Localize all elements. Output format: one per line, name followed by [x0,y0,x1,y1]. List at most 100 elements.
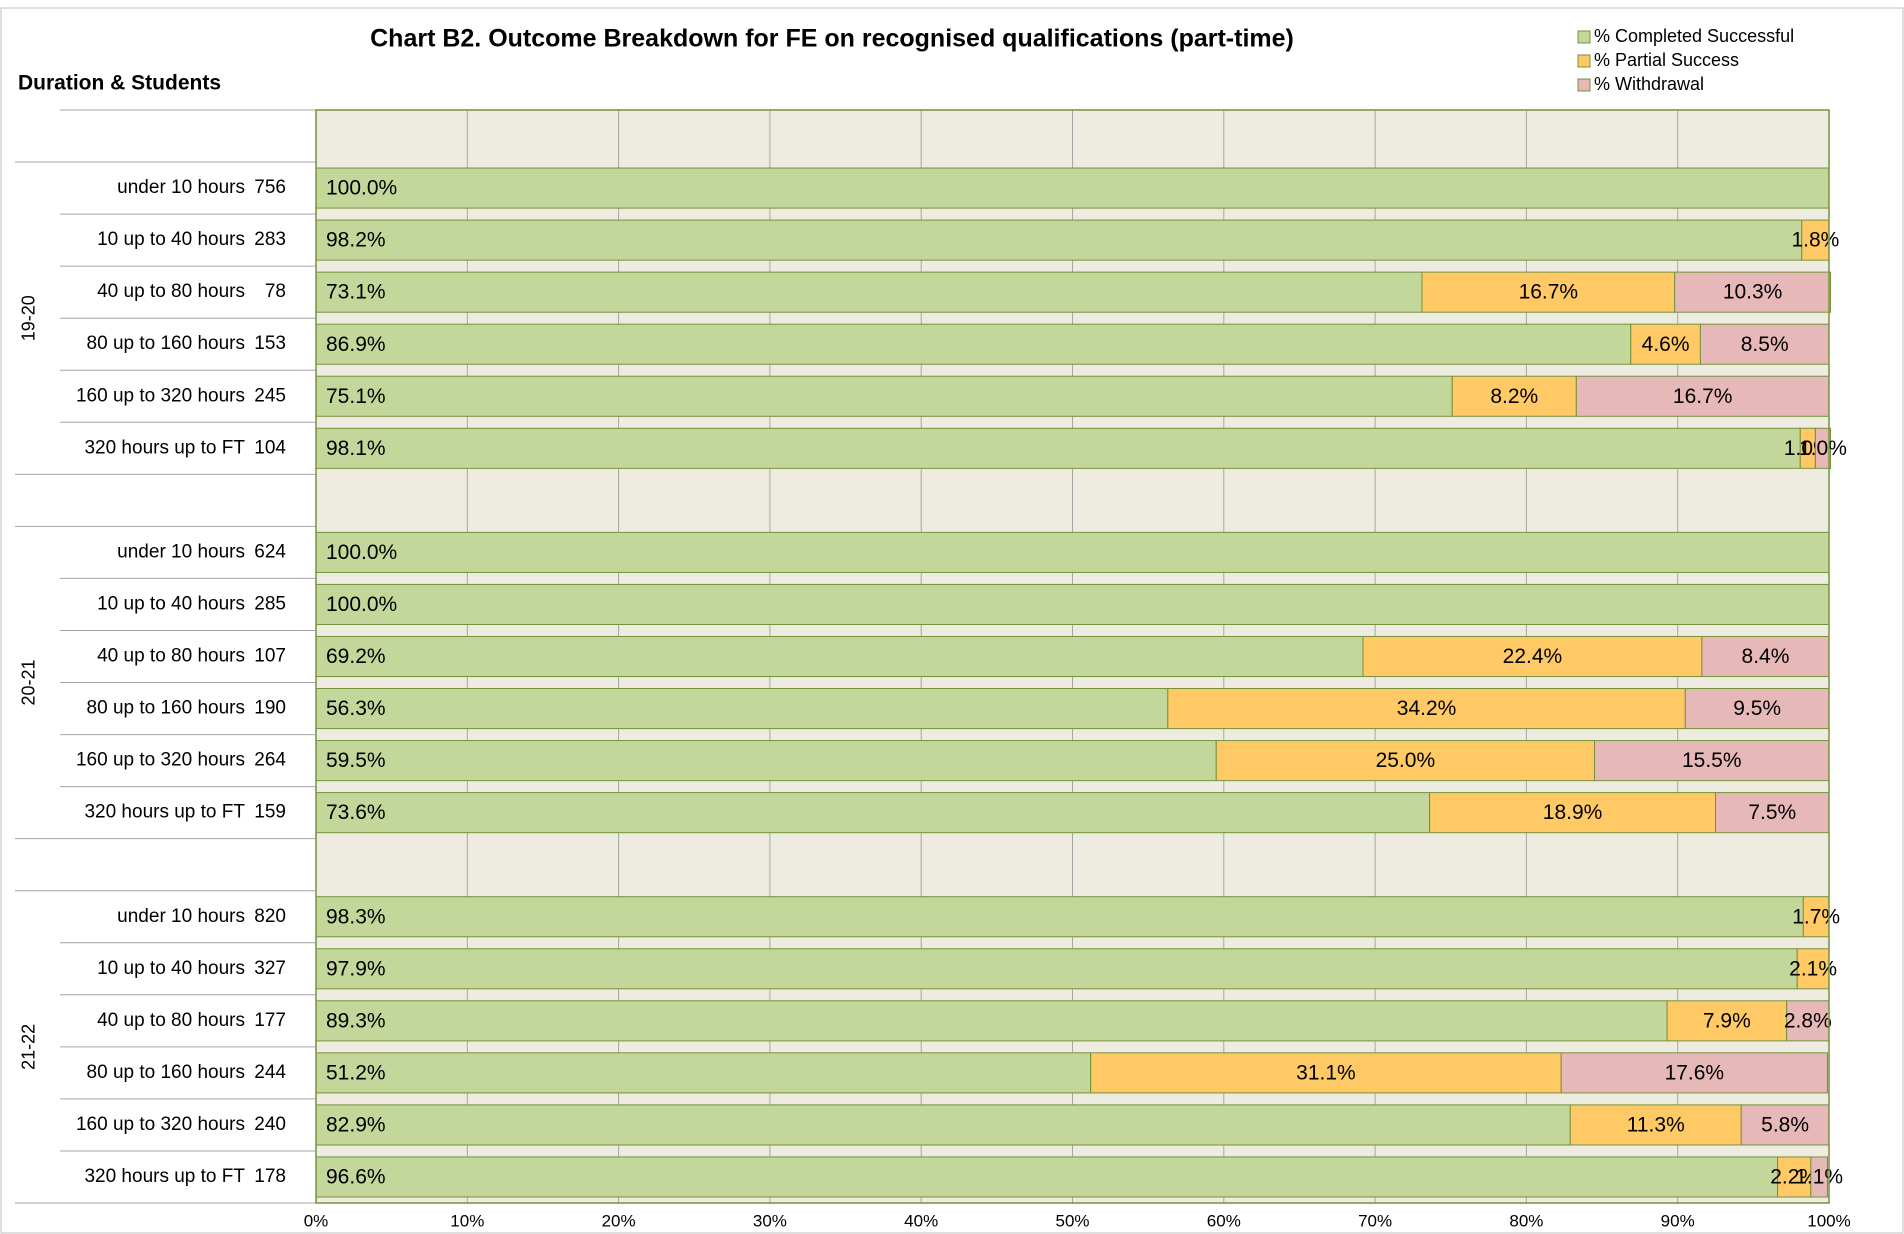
category-label: 320 hours up to FT [84,1166,245,1187]
axis-title: Duration & Students [18,72,221,95]
data-label: 9.5% [1733,697,1781,720]
bar-segment [1575,375,1830,417]
student-count: 285 [254,593,286,614]
category-label: 80 up to 160 hours [87,698,245,719]
bar-segment [315,688,1169,730]
bar-segment [315,323,1632,365]
data-label: 25.0% [1376,749,1436,772]
category-label: 10 up to 40 hours [97,593,245,614]
student-count: 78 [265,281,286,302]
x-tick-label: 100% [1807,1211,1850,1230]
data-label: 96.6% [326,1166,386,1189]
bar-segment [1810,1156,1828,1198]
legend-swatch [1577,78,1591,92]
bar-segment [1666,1000,1788,1042]
bar-segment [1429,792,1717,834]
student-count: 820 [254,906,286,927]
data-label: 97.9% [326,957,386,980]
bar-segment [1167,688,1686,730]
student-count: 178 [254,1166,286,1187]
x-tick-label: 90% [1661,1211,1695,1230]
data-label: 5.8% [1761,1113,1809,1136]
data-label: 56.3% [326,697,386,720]
group-label: 21-22 [19,1024,39,1070]
bar-segment [1802,896,1830,938]
data-label: 59.5% [326,749,386,772]
category-label: 40 up to 80 hours [97,281,245,302]
plot-border [315,109,1830,1204]
legend-label: % Partial Success [1594,50,1739,70]
data-label: 2.8% [1784,1009,1832,1032]
data-label: 51.2% [326,1061,386,1084]
data-label: 100.0% [326,177,397,200]
data-label: 86.9% [326,333,386,356]
student-count: 244 [254,1062,286,1083]
chart-title: Chart B2. Outcome Breakdown for FE on re… [370,25,1294,53]
category-label: 320 hours up to FT [84,802,245,823]
bar-segment [1362,635,1703,678]
group-label: 20-21 [19,660,39,706]
bar-segment [1421,271,1676,313]
data-label: 98.2% [326,229,386,252]
bar-segment [1569,1104,1742,1146]
category-label: 160 up to 320 hours [76,1114,245,1135]
data-label: 4.6% [1642,333,1690,356]
data-label: 8.2% [1490,385,1538,408]
x-tick-label: 0% [304,1211,329,1230]
category-label: 160 up to 320 hours [76,750,245,771]
bar-segment [315,948,1798,990]
student-count: 756 [254,177,286,198]
student-count: 104 [254,437,286,458]
data-label: 16.7% [1519,281,1579,304]
x-tick-label: 60% [1207,1211,1241,1230]
data-label: 100.0% [326,593,397,616]
data-label: 15.5% [1682,749,1742,772]
data-label: 73.6% [326,801,386,824]
student-count: 190 [254,698,286,719]
data-label: 10.3% [1723,281,1783,304]
bar-segment [1814,427,1832,469]
student-count: 264 [254,750,286,771]
category-label: 320 hours up to FT [84,437,245,458]
bar-segment [315,1156,1779,1198]
legend-label: % Completed Successful [1594,26,1794,46]
data-label: 22.4% [1503,645,1563,668]
data-label: 8.4% [1742,645,1790,668]
bar-segment [1801,219,1830,261]
bar-segment [1630,323,1701,365]
category-label: under 10 hours [117,906,245,927]
data-label: 11.3% [1627,1113,1685,1136]
bar-segment [315,531,1830,573]
legend-swatch [1577,30,1591,44]
category-label: 10 up to 40 hours [97,958,245,979]
bar-segment [315,1000,1668,1042]
legend-label: % Withdrawal [1594,74,1704,94]
bar-segment [315,427,1801,469]
bar-segment [315,375,1453,417]
data-label: 73.1% [326,281,386,304]
category-label: 80 up to 160 hours [87,1062,245,1083]
student-count: 240 [254,1114,286,1135]
data-label: 82.9% [326,1113,386,1136]
x-tick-label: 40% [904,1211,938,1230]
data-label: 34.2% [1397,697,1457,720]
bar-segment [1786,1000,1830,1042]
student-count: 107 [254,646,286,667]
group-label: 19-20 [19,295,39,341]
data-label: 98.3% [326,905,386,928]
data-label: 2.1% [1789,957,1837,980]
data-label: 1.1% [1795,1166,1843,1189]
student-count: 327 [254,958,286,979]
bar-segment [315,271,1423,313]
bar-segment [315,1052,1092,1094]
bar-segment [1593,740,1830,782]
legend-swatch [1577,54,1591,68]
bar-segment [1715,792,1830,834]
data-label: 1.0% [1799,437,1847,460]
bar-segment [315,583,1830,625]
bar-segment [1560,1052,1828,1094]
student-count: 245 [254,385,286,406]
data-label: 100.0% [326,541,397,564]
x-tick-label: 10% [450,1211,484,1230]
student-count: 624 [254,541,286,562]
